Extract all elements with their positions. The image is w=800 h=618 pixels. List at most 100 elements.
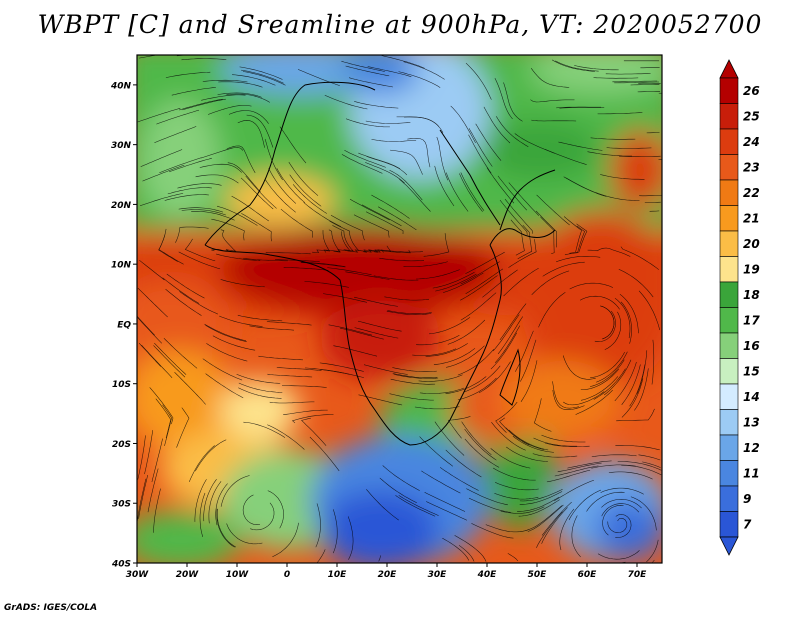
streamline [552, 381, 579, 409]
streamline [629, 364, 646, 407]
streamline [181, 209, 226, 216]
colorbar-label: 13 [743, 415, 760, 429]
streamline [382, 465, 420, 491]
streamline [301, 417, 327, 446]
streamline [567, 460, 612, 469]
colorbar-segment [719, 128, 739, 155]
streamline [195, 439, 227, 472]
streamline [468, 128, 493, 167]
streamline [309, 436, 340, 472]
colorbar-segment [719, 307, 739, 334]
streamline [237, 314, 283, 322]
streamline [426, 501, 468, 521]
streamline [424, 491, 466, 512]
streamline [323, 293, 368, 303]
streamline [202, 79, 248, 83]
streamline [494, 482, 539, 491]
streamline [199, 492, 206, 537]
x-tick-label: 20W [176, 570, 200, 580]
streamline [580, 376, 619, 401]
streamline [162, 404, 172, 446]
streamline [276, 367, 322, 371]
streamline [538, 291, 566, 328]
streamline [416, 334, 460, 346]
x-tick-label: 30W [126, 570, 150, 580]
streamline [448, 416, 471, 439]
streamline [564, 225, 585, 256]
streamline [395, 495, 436, 517]
streamline [283, 409, 328, 415]
streamline [373, 275, 419, 281]
streamline [546, 469, 591, 483]
streamline [554, 465, 599, 477]
colorbar-label: 19 [743, 262, 760, 276]
colorbar-label: 25 [743, 109, 760, 123]
streamline [226, 93, 270, 103]
streamline [616, 408, 655, 422]
streamline [459, 173, 483, 212]
streamline [305, 367, 350, 375]
colorbar-segment [719, 281, 739, 308]
colorbar-label: 17 [743, 313, 760, 327]
streamline [137, 478, 147, 523]
streamline [333, 231, 352, 253]
streamline [361, 204, 402, 227]
streamline [407, 138, 431, 168]
streamline [446, 172, 469, 212]
streamline [238, 387, 282, 399]
streamline [638, 290, 661, 331]
streamline [226, 145, 256, 173]
streamline [243, 421, 286, 438]
colorbar-segment [719, 154, 739, 181]
streamline [638, 454, 661, 461]
streamline [508, 182, 540, 216]
streamline [217, 92, 262, 98]
colorbar-label: 16 [743, 339, 760, 353]
streamline [371, 139, 417, 142]
streamline [324, 94, 368, 110]
streamline [466, 488, 508, 506]
streamline [490, 332, 518, 370]
streamline [365, 211, 404, 235]
streamline [176, 407, 190, 448]
streamline [630, 84, 660, 86]
colorbar-label: 23 [743, 160, 760, 174]
streamline [483, 106, 511, 144]
streamline [432, 271, 475, 289]
streamline [363, 364, 408, 375]
streamline [536, 511, 563, 549]
streamline [381, 55, 425, 69]
streamline [390, 378, 436, 385]
streamline [174, 372, 206, 405]
y-tick-label: 20S [112, 440, 131, 450]
streamline [433, 348, 476, 365]
streamline [545, 442, 590, 447]
streamline [212, 335, 256, 351]
colorbar: 26 25 24 23 22 21 20 19 18 17 16 15 14 13 12 11 9 7 [719, 59, 760, 556]
streamline [579, 295, 620, 310]
streamline [390, 149, 423, 175]
streamline [642, 461, 661, 468]
colorbar-label: 24 [743, 135, 760, 149]
streamline [618, 269, 654, 298]
streamline [219, 315, 263, 327]
streamline [205, 373, 244, 399]
streamline [506, 446, 548, 462]
streamline [164, 194, 209, 201]
streamline [495, 401, 518, 433]
y-tick-label: 40S [111, 560, 131, 570]
streamline [482, 269, 518, 298]
streamline [621, 378, 644, 418]
colorbar-segment [719, 409, 739, 436]
y-tick-label: 20N [111, 201, 132, 211]
streamline [201, 94, 246, 101]
streamline [245, 175, 277, 209]
streamline [366, 156, 408, 176]
streamline [608, 471, 653, 480]
streamline [191, 211, 235, 221]
streamline [614, 362, 637, 402]
streamline [199, 163, 242, 173]
x-tick-label: 20E [378, 570, 398, 580]
streamline [590, 351, 625, 378]
streamline [378, 555, 381, 562]
